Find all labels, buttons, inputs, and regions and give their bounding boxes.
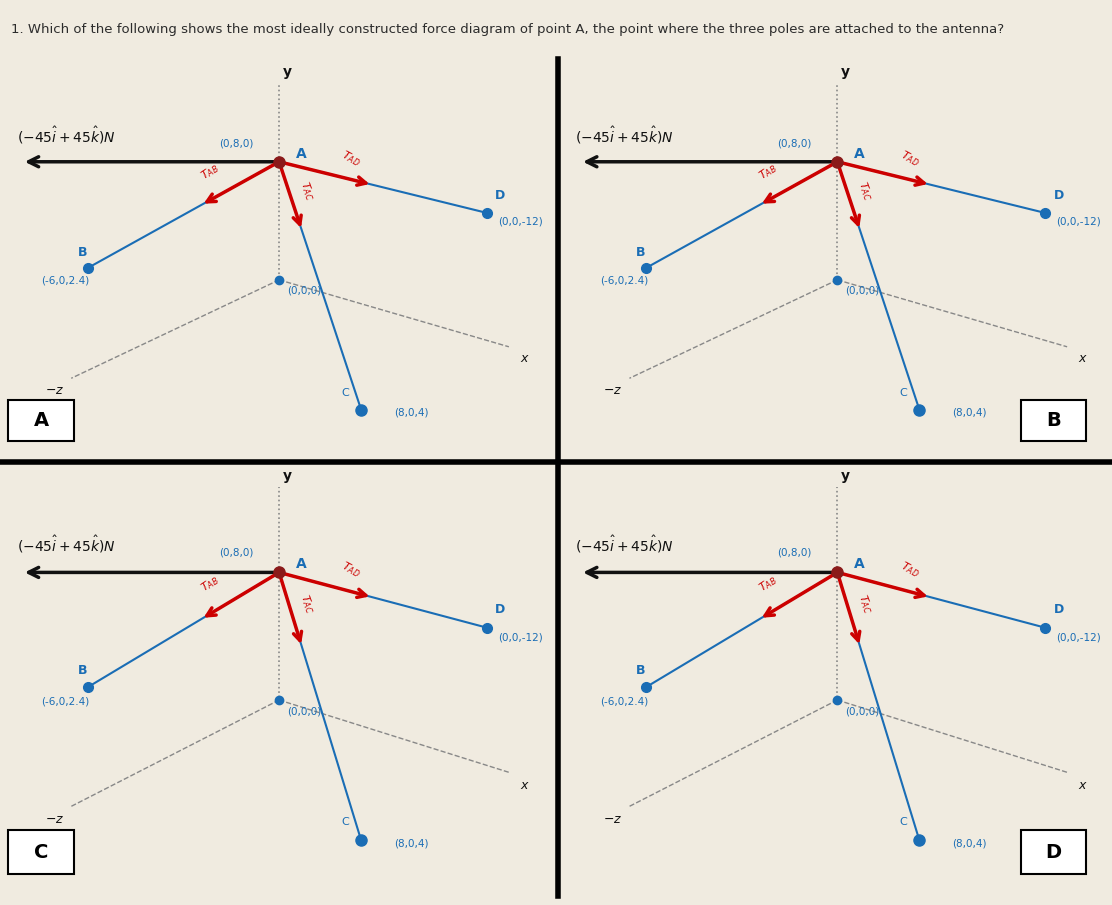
Text: (0,0,-12): (0,0,-12) bbox=[498, 217, 543, 227]
Text: (8,0,4): (8,0,4) bbox=[952, 407, 986, 418]
Text: $T_{AC}$: $T_{AC}$ bbox=[855, 593, 875, 615]
Text: A: A bbox=[296, 147, 306, 161]
Text: $(-45\hat{i} + 45\hat{k})\mathit{N}$: $(-45\hat{i} + 45\hat{k})\mathit{N}$ bbox=[17, 124, 116, 146]
Text: $(-45\hat{i} + 45\hat{k})\mathit{N}$: $(-45\hat{i} + 45\hat{k})\mathit{N}$ bbox=[575, 533, 674, 555]
Text: (0,0,-12): (0,0,-12) bbox=[498, 633, 543, 643]
Text: C: C bbox=[341, 817, 349, 827]
Text: x: x bbox=[519, 778, 527, 792]
Text: $\mathit{-z}$: $\mathit{-z}$ bbox=[46, 384, 64, 396]
Text: B: B bbox=[1046, 411, 1061, 430]
Text: y: y bbox=[841, 469, 850, 483]
Text: $T_{AD}$: $T_{AD}$ bbox=[897, 148, 922, 169]
Text: (0,8,0): (0,8,0) bbox=[219, 548, 254, 557]
Text: (0,8,0): (0,8,0) bbox=[777, 138, 812, 148]
Text: y: y bbox=[282, 469, 291, 483]
Text: $T_{AD}$: $T_{AD}$ bbox=[339, 148, 364, 169]
Text: (-6,0,2.4): (-6,0,2.4) bbox=[599, 696, 648, 706]
Text: B: B bbox=[636, 246, 645, 259]
Text: (8,0,4): (8,0,4) bbox=[394, 839, 428, 849]
Text: $\mathit{-z}$: $\mathit{-z}$ bbox=[604, 813, 623, 825]
Text: C: C bbox=[900, 817, 907, 827]
Text: $T_{AB}$: $T_{AB}$ bbox=[756, 573, 780, 595]
Text: A: A bbox=[33, 411, 49, 430]
Text: $T_{AB}$: $T_{AB}$ bbox=[198, 161, 221, 184]
Text: $T_{AD}$: $T_{AD}$ bbox=[897, 558, 922, 580]
Text: (0,0,0): (0,0,0) bbox=[287, 707, 321, 717]
Text: B: B bbox=[636, 664, 645, 678]
Text: A: A bbox=[296, 557, 306, 571]
Text: $T_{AB}$: $T_{AB}$ bbox=[756, 161, 780, 184]
Text: $\mathit{-z}$: $\mathit{-z}$ bbox=[604, 384, 623, 396]
Text: D: D bbox=[1053, 603, 1064, 615]
Text: x: x bbox=[1078, 778, 1085, 792]
Text: $(-45\hat{i} + 45\hat{k})\mathit{N}$: $(-45\hat{i} + 45\hat{k})\mathit{N}$ bbox=[17, 533, 116, 555]
Text: D: D bbox=[1053, 189, 1064, 202]
Text: $T_{AB}$: $T_{AB}$ bbox=[198, 573, 221, 595]
Text: (8,0,4): (8,0,4) bbox=[952, 839, 986, 849]
Text: (0,0,-12): (0,0,-12) bbox=[1056, 217, 1101, 227]
Text: (0,8,0): (0,8,0) bbox=[777, 548, 812, 557]
Text: (0,0,0): (0,0,0) bbox=[287, 286, 321, 296]
Text: C: C bbox=[900, 388, 907, 398]
FancyBboxPatch shape bbox=[8, 400, 75, 442]
Text: $\mathit{-z}$: $\mathit{-z}$ bbox=[46, 813, 64, 825]
Text: $T_{AC}$: $T_{AC}$ bbox=[297, 179, 317, 202]
Text: B: B bbox=[78, 246, 87, 259]
Text: D: D bbox=[495, 189, 506, 202]
Text: (0,0,-12): (0,0,-12) bbox=[1056, 633, 1101, 643]
Text: y: y bbox=[841, 65, 850, 79]
Text: D: D bbox=[495, 603, 506, 615]
FancyBboxPatch shape bbox=[1021, 830, 1086, 874]
Text: C: C bbox=[34, 843, 48, 862]
Text: $T_{AD}$: $T_{AD}$ bbox=[339, 558, 364, 580]
Text: B: B bbox=[78, 664, 87, 678]
Text: $(-45\hat{i} + 45\hat{k})\mathit{N}$: $(-45\hat{i} + 45\hat{k})\mathit{N}$ bbox=[575, 124, 674, 146]
Text: (0,0,0): (0,0,0) bbox=[845, 707, 880, 717]
Text: (0,8,0): (0,8,0) bbox=[219, 138, 254, 148]
Text: x: x bbox=[519, 352, 527, 365]
Text: $T_{AC}$: $T_{AC}$ bbox=[855, 179, 875, 202]
Text: (0,0,0): (0,0,0) bbox=[845, 286, 880, 296]
Text: C: C bbox=[341, 388, 349, 398]
Text: A: A bbox=[854, 557, 864, 571]
Text: 1. Which of the following shows the most ideally constructed force diagram of po: 1. Which of the following shows the most… bbox=[11, 23, 1004, 36]
Text: (-6,0,2.4): (-6,0,2.4) bbox=[41, 276, 90, 286]
Text: D: D bbox=[1045, 843, 1062, 862]
Text: $T_{AC}$: $T_{AC}$ bbox=[297, 593, 317, 615]
Text: x: x bbox=[1078, 352, 1085, 365]
Text: y: y bbox=[282, 65, 291, 79]
FancyBboxPatch shape bbox=[8, 830, 75, 874]
Text: A: A bbox=[854, 147, 864, 161]
FancyBboxPatch shape bbox=[1021, 400, 1086, 442]
Text: (-6,0,2.4): (-6,0,2.4) bbox=[41, 696, 90, 706]
Text: (-6,0,2.4): (-6,0,2.4) bbox=[599, 276, 648, 286]
Text: (8,0,4): (8,0,4) bbox=[394, 407, 428, 418]
